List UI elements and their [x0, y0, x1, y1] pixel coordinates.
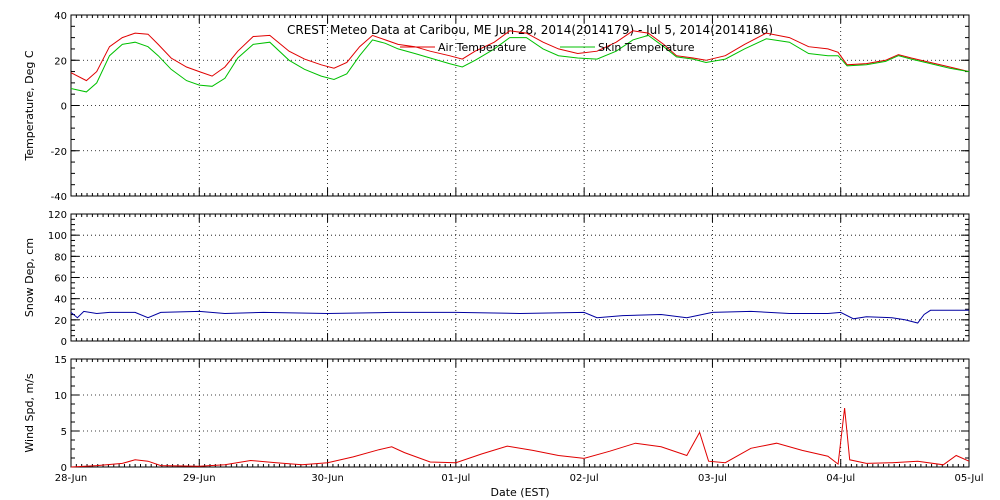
panel-2: 0 20 40 60 80 100 120 Snow Dep, cm	[23, 210, 970, 348]
x-tick-label: 01-Jul	[441, 473, 470, 484]
y-tick-label: 80	[54, 252, 67, 263]
y-tick-label: 60	[54, 274, 67, 285]
legend-label: Air Temperature	[438, 41, 527, 54]
y-tick-label: 20	[54, 56, 67, 67]
x-tick-label: 29-Jun	[183, 473, 216, 484]
y-tick-label: 0	[61, 463, 67, 474]
y-tick-label: 20	[54, 316, 67, 327]
x-tick-label: 04-Jul	[826, 473, 855, 484]
panel-frame	[70, 358, 970, 468]
y-tick-label: 0	[61, 337, 67, 348]
x-tick-label: 05-Jul	[955, 473, 984, 484]
panel-1: -40 -20 0 20 40 Temperature, Deg C Air Tempera…	[23, 11, 970, 203]
y-tick-label: 0	[61, 102, 67, 113]
chart-title: CREST Meteo Data at Caribou, ME Jun 28, …	[287, 23, 773, 37]
y-tick-label: 40	[54, 11, 67, 22]
y-axis-title: Temperature, Deg C	[23, 50, 36, 161]
y-tick-label: 5	[61, 427, 67, 438]
series-line-3-1	[70, 407, 970, 468]
y-tick-label: 40	[54, 295, 67, 306]
y-axis-title: Wind Spd, m/s	[23, 373, 36, 453]
x-tick-label: 28-Jun	[55, 473, 88, 484]
y-tick-label: 10	[54, 391, 67, 402]
legend-label: Skin Temperature	[598, 41, 695, 54]
chart-panels: -40 -20 0 20 40 Temperature, Deg C Air Tempera…	[23, 11, 983, 484]
series-line-1-1	[70, 30, 970, 82]
panel-3: 0 5 10 15 Wind Spd, m/s 28-Jun 29-Jun 30-Jun 01-…	[23, 355, 983, 484]
y-tick-label: 15	[54, 355, 67, 366]
series-line-1-2	[70, 34, 970, 93]
y-tick-label: 120	[48, 210, 67, 221]
y-tick-label: 100	[48, 231, 67, 242]
x-axis-title: Date (EST)	[490, 486, 549, 499]
y-tick-label: -40	[51, 192, 67, 203]
series-line-2-1	[70, 309, 969, 324]
y-tick-label: -20	[51, 147, 67, 158]
x-tick-label: 03-Jul	[698, 473, 727, 484]
x-tick-label: 30-Jun	[311, 473, 344, 484]
y-axis-title: Snow Dep, cm	[23, 238, 36, 317]
x-tick-label: 02-Jul	[570, 473, 599, 484]
